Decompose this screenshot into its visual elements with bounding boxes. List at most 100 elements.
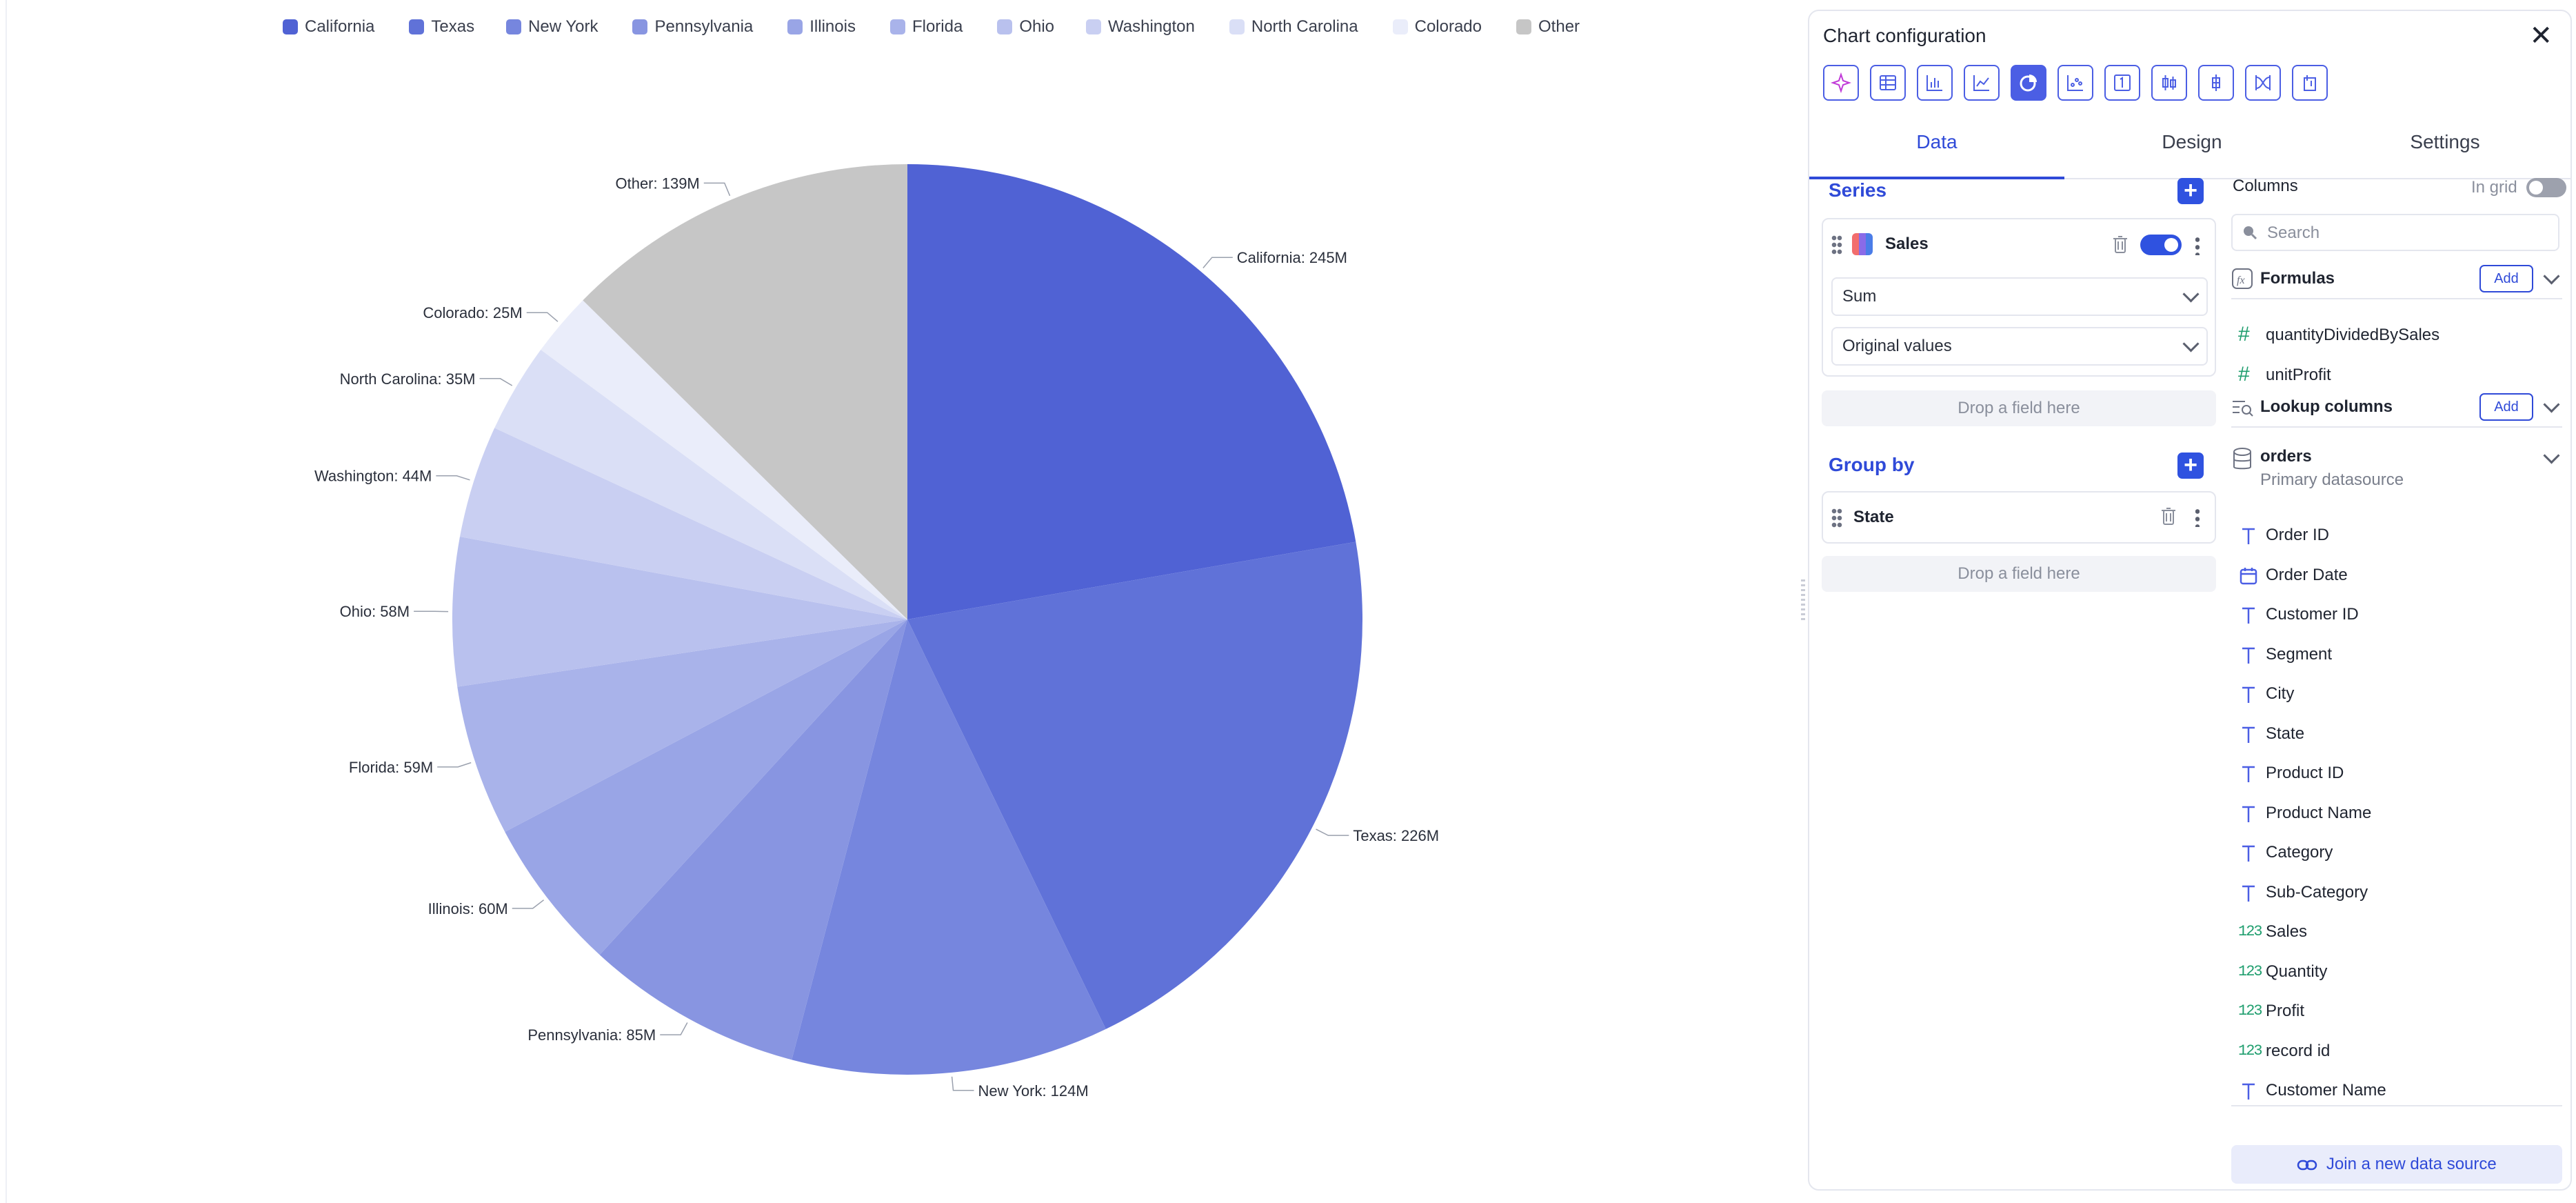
tab-settings[interactable]: Settings (2410, 131, 2480, 152)
table-icon[interactable] (1870, 65, 1906, 101)
pie-slice-texas[interactable] (907, 541, 1362, 1029)
pie-chart-icon[interactable] (2011, 65, 2046, 101)
chart-type-toolbar (1823, 65, 2328, 101)
legend-item[interactable]: Pennsylvania (632, 17, 753, 37)
legend-item[interactable]: Florida (889, 17, 963, 37)
lookup-columns-group[interactable]: Lookup columns Add (2231, 388, 2562, 428)
drag-handle-icon[interactable] (1831, 508, 1842, 528)
pie-slice-colorado[interactable] (541, 300, 907, 619)
legend-swatch (1086, 19, 1102, 34)
tab-data[interactable]: Data (1809, 119, 2064, 179)
more-icon[interactable] (2195, 236, 2200, 255)
column-search[interactable]: Search (2231, 214, 2559, 251)
label-leader-line (951, 1076, 974, 1091)
series-color-icon[interactable] (1852, 233, 1873, 255)
legend-swatch (1392, 19, 1408, 34)
legend-item[interactable]: Other (1516, 17, 1580, 37)
box-plot-icon[interactable] (2151, 65, 2187, 101)
pie-slice-north-carolina[interactable] (494, 350, 907, 619)
chevron-down-icon (2182, 335, 2200, 352)
resize-handle[interactable] (1801, 579, 1805, 621)
more-icon[interactable] (2195, 508, 2200, 527)
legend-swatch (889, 19, 905, 34)
text-type-icon (2242, 726, 2255, 743)
legend-swatch (506, 19, 522, 34)
join-data-source-button[interactable]: Join a new data source (2231, 1145, 2562, 1184)
bar-chart-icon[interactable] (1917, 65, 1953, 101)
close-icon[interactable]: ✕ (2529, 21, 2553, 51)
line-chart-icon[interactable] (1964, 65, 2000, 101)
series-title: Series (1829, 179, 1887, 201)
chevron-down-icon[interactable] (2543, 396, 2560, 413)
group-by-title: Group by (1829, 454, 1915, 475)
label-leader-line (660, 1022, 688, 1035)
text-type-icon (2242, 806, 2255, 822)
trash-icon[interactable] (2160, 506, 2177, 530)
divider (2231, 1105, 2562, 1106)
add-formula-button[interactable]: Add (2479, 265, 2533, 292)
add-series-button[interactable]: + (2177, 178, 2204, 204)
legend-label: North Carolina (1251, 17, 1358, 36)
hash-icon: # (2238, 363, 2250, 386)
field-label: Customer ID (2266, 605, 2359, 624)
legend-item[interactable]: Ohio (997, 17, 1054, 37)
series-toggle[interactable] (2140, 235, 2182, 255)
legend-item[interactable]: Texas (409, 17, 474, 37)
pie-slice-other[interactable] (583, 163, 907, 619)
legend-item[interactable]: Illinois (787, 17, 856, 37)
tab-design[interactable]: Design (2162, 131, 2222, 152)
scatter-icon[interactable] (2057, 65, 2093, 101)
lookup-icon (2233, 401, 2253, 417)
add-lookup-button[interactable]: Add (2479, 393, 2533, 421)
pie-slice-new-york[interactable] (792, 619, 1106, 1075)
series-drop-zone[interactable]: Drop a field here (1822, 390, 2216, 426)
group-by-drop-zone[interactable]: Drop a field here (1822, 556, 2216, 592)
label-leader-line (703, 182, 731, 197)
datasource-header[interactable]: orders Primary datasource (2231, 446, 2562, 494)
aggregation-select[interactable]: Sum (1831, 277, 2208, 316)
legend-label: Florida (912, 17, 963, 36)
text-type-icon (2242, 686, 2255, 703)
drag-handle-icon[interactable] (1831, 235, 1842, 255)
field-label: City (2266, 684, 2295, 703)
pie-chart: California: 245M Texas: 226M New York: 124… (314, 163, 1439, 1100)
text-type-icon (2242, 885, 2255, 902)
legend-item[interactable]: California (283, 17, 374, 37)
number-kpi-icon[interactable] (2104, 65, 2140, 101)
smart-icon[interactable] (1823, 65, 1859, 101)
formulas-title: Formulas (2260, 269, 2335, 288)
legend-item[interactable]: Colorado (1392, 17, 1482, 37)
pie-slice-california[interactable] (907, 164, 1356, 619)
add-group-button[interactable]: + (2177, 453, 2204, 479)
legend-item[interactable]: New York (506, 17, 598, 37)
chevron-down-icon[interactable] (2543, 268, 2560, 285)
legend-label: California (305, 17, 375, 36)
pie-slice-washington[interactable] (459, 428, 907, 619)
legend-label: Washington (1108, 17, 1195, 36)
left-divider (6, 0, 7, 1203)
legend-label: Colorado (1414, 17, 1482, 36)
legend-swatch (1229, 19, 1245, 34)
legend-item[interactable]: North Carolina (1229, 17, 1358, 37)
pie-slice-illinois[interactable] (505, 619, 907, 955)
pie-slice-ohio[interactable] (452, 537, 907, 687)
text-type-icon (2242, 528, 2255, 544)
legend-swatch (787, 19, 803, 34)
trash-icon[interactable] (2111, 235, 2129, 259)
pie-slice-florida[interactable] (457, 619, 907, 833)
legend-item[interactable]: Washington (1086, 17, 1195, 37)
label-leader-line (479, 378, 513, 386)
slice-label: California: 245M (1237, 249, 1347, 266)
transform-select[interactable]: Original values (1831, 327, 2208, 366)
funnel-icon[interactable] (2292, 65, 2328, 101)
formulas-group[interactable]: fx Formulas Add (2231, 259, 2562, 299)
pie-slice-pennsylvania[interactable] (599, 619, 907, 1060)
in-grid-toggle[interactable] (2526, 178, 2566, 197)
slice-label: North Carolina: 35M (340, 370, 476, 388)
number-type-icon: 123 (2238, 1002, 2263, 1020)
sankey-icon[interactable] (2245, 65, 2281, 101)
candlestick-icon[interactable] (2198, 65, 2234, 101)
legend-label: Texas (431, 17, 475, 36)
formula-item-label: unitProfit (2266, 366, 2331, 384)
legend-swatch (283, 19, 298, 34)
